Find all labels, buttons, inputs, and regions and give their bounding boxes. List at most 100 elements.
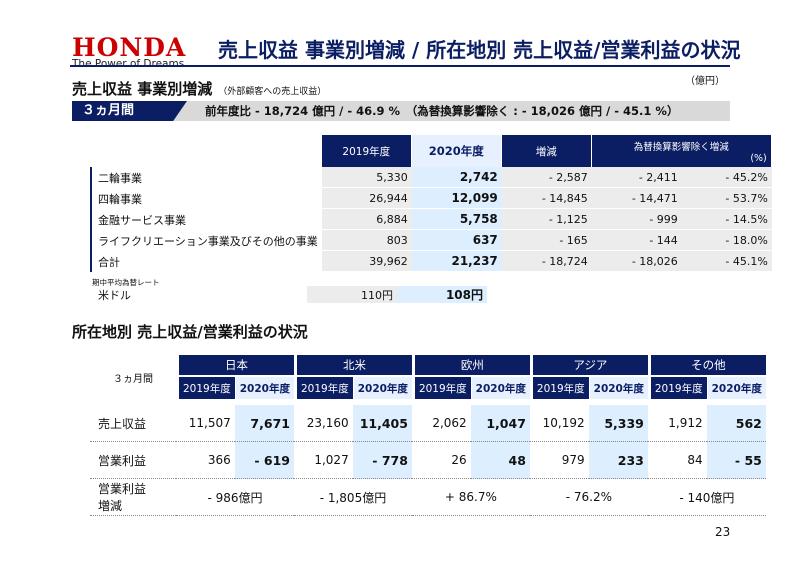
region-header: 日本 <box>176 355 294 375</box>
region-header: アジア <box>529 355 648 375</box>
region-value: 84 <box>647 442 707 479</box>
value-change: - 2,587 <box>501 167 592 188</box>
value-change: - 1,125 <box>501 209 592 230</box>
region-header: 北米 <box>293 355 412 375</box>
region-value: 366 <box>176 442 235 479</box>
value-2020: 2,742 <box>411 167 502 188</box>
table-header: 2019年度 2020年度 増減 為替換算影響除く増減 (%) <box>90 135 772 167</box>
region-op-change: - 76.2% <box>529 479 648 516</box>
year-prev-header: 2019年度 <box>647 375 707 399</box>
value-fx-pct: - 14.5% <box>681 209 772 230</box>
year-curr-header: 2020年度 <box>352 375 412 399</box>
region-header: その他 <box>647 355 766 375</box>
year-curr-header: 2020年度 <box>588 375 648 399</box>
value-fx-change: - 144 <box>591 230 682 251</box>
fx-rate-table: 米ドル 110円 108円 <box>90 286 487 304</box>
region-value: 48 <box>470 442 530 479</box>
fx-rate-label: 米ドル <box>98 289 131 302</box>
table-row: 合計 39,962 21,237- 18,724- 18,026- 45.1% <box>90 251 772 272</box>
region-value: 5,339 <box>588 405 648 442</box>
section2-title: 所在地別 売上収益/営業利益の状況 <box>72 323 308 341</box>
region-value: - 619 <box>234 442 294 479</box>
region-value: 7,671 <box>234 405 294 442</box>
unit-label: （億円） <box>685 76 725 87</box>
segment-label: 金融サービス事業 <box>90 209 322 230</box>
col-change: 増減 <box>501 135 592 167</box>
brand-tagline: The Power of Dreams <box>72 58 185 70</box>
region-value: 11,405 <box>352 405 412 442</box>
region-value: 26 <box>411 442 471 479</box>
value-2019: 5,330 <box>321 167 412 188</box>
col-2019: 2019年度 <box>321 135 412 167</box>
table-row: ライフクリエーション事業及びその他の事業 803 637- 165- 144- 18… <box>90 230 772 251</box>
value-fx-change: - 18,026 <box>591 251 682 272</box>
region-value: 1,912 <box>647 405 707 442</box>
region-value: 23,160 <box>293 405 353 442</box>
value-fx-pct: - 45.2% <box>681 167 772 188</box>
value-fx-change: - 999 <box>591 209 682 230</box>
region-value: 1,027 <box>293 442 353 479</box>
honda-logo: HONDA <box>72 33 187 62</box>
region-op-change: - 1,805億円 <box>293 479 412 516</box>
period-badge: ３ヵ月間 <box>72 101 187 121</box>
value-fx-pct: - 53.7% <box>681 188 772 209</box>
year-curr-header: 2020年度 <box>470 375 530 399</box>
region-value: 233 <box>588 442 648 479</box>
value-fx-change: - 2,411 <box>591 167 682 188</box>
year-prev-header: 2019年度 <box>411 375 471 399</box>
value-fx-pct: - 45.1% <box>681 251 772 272</box>
fx-rate-2020: 108円 <box>397 286 487 304</box>
fx-rate-caption: 期中平均為替レート <box>92 278 160 287</box>
page-number: 23 <box>715 525 731 539</box>
segment-label: ライフクリエーション事業及びその他の事業 <box>90 230 322 251</box>
value-change: - 165 <box>501 230 592 251</box>
section1-title: 売上収益 事業別増減 （外部顧客への売上収益） <box>72 80 327 98</box>
region-op-change: - 140億円 <box>647 479 766 516</box>
region-value: 10,192 <box>529 405 589 442</box>
region-value: 11,507 <box>176 405 235 442</box>
value-2020: 12,099 <box>411 188 502 209</box>
value-fx-change: - 14,471 <box>591 188 682 209</box>
col-fx-change: 為替換算影響除く増減 (%) <box>591 135 772 167</box>
section1-subtitle: （外部顧客への売上収益） <box>218 87 327 97</box>
table-row: 四輪事業 26,944 12,099- 14,845- 14,471- 53.7% <box>90 188 772 209</box>
period-bar <box>72 101 730 121</box>
region-header: 欧州 <box>411 355 530 375</box>
period-summary: 前年度比 - 18,724 億円 / - 46.9 % （為替換算影響除く : … <box>205 104 679 118</box>
segment-revenue-table: 2019年度 2020年度 増減 為替換算影響除く増減 (%) 二輪事業 5,330… <box>90 135 772 272</box>
value-2020: 21,237 <box>411 251 502 272</box>
value-fx-pct: - 18.0% <box>681 230 772 251</box>
title-divider <box>70 65 730 67</box>
region-value: 1,047 <box>470 405 530 442</box>
col-2020: 2020年度 <box>411 135 502 167</box>
value-2019: 39,962 <box>321 251 412 272</box>
region-op-change: + 86.7% <box>411 479 530 516</box>
table-row: 金融サービス事業 6,884 5,758- 1,125- 999- 14.5% <box>90 209 772 230</box>
region-value: - 55 <box>706 442 766 479</box>
region-value: 2,062 <box>411 405 471 442</box>
revenue-label: 売上収益 <box>90 405 176 442</box>
year-curr-header: 2020年度 <box>234 375 294 399</box>
regional-period: ３ヵ月間 <box>113 373 153 385</box>
region-value: - 778 <box>352 442 412 479</box>
page-title: 売上収益 事業別増減 / 所在地別 売上収益/営業利益の状況 <box>218 38 741 62</box>
regional-table: ３ヵ月間 日本 北米 欧州 アジア その他 2019年度 2020年度 2019年度… <box>90 355 766 516</box>
table-row: 二輪事業 5,330 2,742- 2,587- 2,411- 45.2% <box>90 167 772 188</box>
year-prev-header: 2019年度 <box>293 375 353 399</box>
region-value: 562 <box>706 405 766 442</box>
year-curr-header: 2020年度 <box>706 375 766 399</box>
op-change-label: 営業利益 増減 <box>90 479 176 516</box>
value-2019: 803 <box>321 230 412 251</box>
value-2019: 26,944 <box>321 188 412 209</box>
value-change: - 14,845 <box>501 188 592 209</box>
segment-label: 四輪事業 <box>90 188 322 209</box>
value-2019: 6,884 <box>321 209 412 230</box>
year-prev-header: 2019年度 <box>176 375 235 399</box>
region-value: 979 <box>529 442 589 479</box>
op-income-label: 営業利益 <box>90 442 176 479</box>
value-2020: 637 <box>411 230 502 251</box>
value-change: - 18,724 <box>501 251 592 272</box>
segment-label: 二輪事業 <box>90 167 322 188</box>
region-op-change: - 986億円 <box>176 479 294 516</box>
segment-label: 合計 <box>90 251 322 272</box>
